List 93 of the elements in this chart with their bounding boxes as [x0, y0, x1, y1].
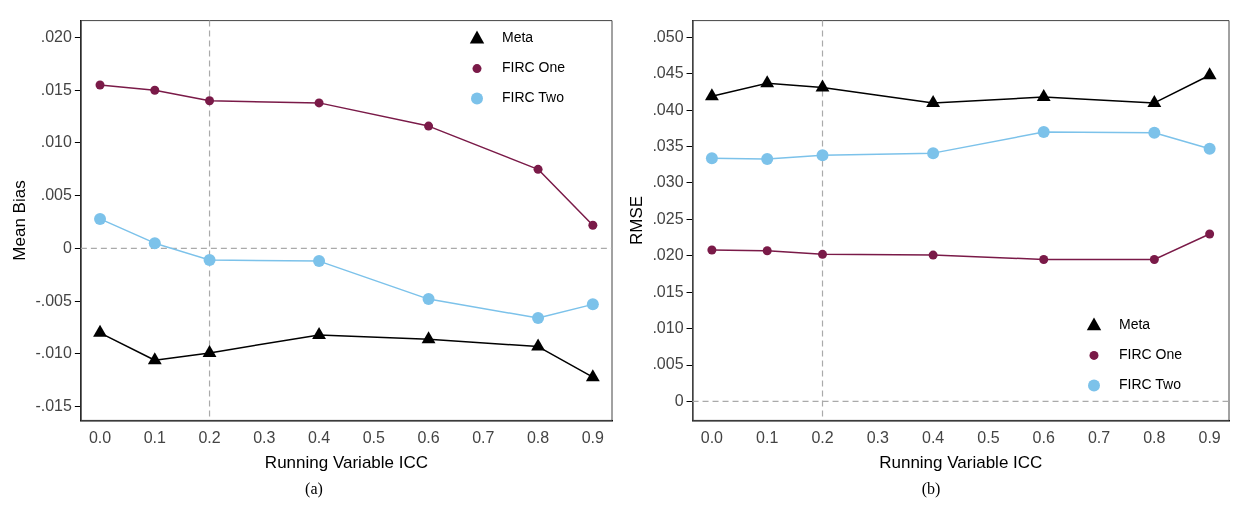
point	[95, 80, 105, 90]
legend-label: FIRC One	[1119, 346, 1183, 363]
point	[1149, 254, 1159, 264]
y-tick-label: .025	[652, 209, 684, 227]
point	[205, 96, 215, 106]
legend-label: Meta	[1119, 316, 1151, 333]
point	[815, 79, 830, 92]
x-tick-label: 0.2	[811, 429, 834, 447]
point	[1202, 67, 1217, 80]
y-tick-label: .045	[652, 64, 684, 82]
point	[1036, 89, 1051, 102]
y-tick-label: .020	[40, 27, 72, 45]
point	[94, 212, 107, 225]
y-tick-label: -.005	[35, 291, 72, 309]
x-tick-label: 0.1	[143, 429, 167, 447]
point	[816, 149, 829, 162]
y-tick-label: .035	[652, 136, 684, 154]
legend-label: FIRC One	[502, 59, 566, 76]
point	[1148, 126, 1161, 139]
point	[424, 121, 434, 131]
point	[818, 249, 828, 259]
x-tick-label: 0.6	[417, 429, 440, 447]
x-tick-label: 0.0	[700, 429, 724, 447]
point	[1205, 229, 1215, 239]
x-tick-label: 0.7	[1087, 429, 1111, 447]
point	[312, 326, 326, 339]
x-tick-label: 0.2	[198, 429, 221, 447]
x-tick-label: 0.9	[581, 429, 605, 447]
point	[588, 220, 598, 230]
point	[148, 237, 161, 250]
y-tick-label: .050	[652, 27, 684, 45]
point	[422, 293, 435, 306]
point	[762, 246, 772, 256]
point	[761, 152, 774, 165]
y-tick-label: .005	[652, 355, 684, 373]
point	[147, 352, 162, 365]
y-tick-label: .015	[652, 282, 684, 300]
point	[704, 88, 719, 101]
x-tick-label: 0.5	[362, 429, 386, 447]
point	[1203, 142, 1216, 155]
point	[586, 298, 599, 311]
y-tick-label: .010	[652, 319, 684, 337]
legend-label: Meta	[502, 29, 534, 46]
legend-label: FIRC Two	[1119, 376, 1182, 393]
point	[150, 85, 160, 95]
x-tick-label: 0.3	[866, 429, 890, 447]
x-tick-label: 0.7	[472, 429, 495, 447]
point	[927, 147, 940, 160]
x-tick-label: 0.8	[526, 429, 550, 447]
x-tick-label: 0.1	[756, 429, 779, 447]
point	[93, 324, 107, 337]
point	[313, 255, 326, 268]
point	[585, 369, 600, 382]
y-tick-label: .040	[652, 100, 684, 118]
x-tick-label: 0.3	[253, 429, 276, 447]
legend-label: FIRC Two	[502, 89, 565, 106]
point	[202, 344, 217, 357]
y-tick-label: -.015	[35, 397, 72, 415]
y-tick-label: .005	[40, 186, 72, 204]
point	[705, 152, 718, 165]
x-tick-label: 0.4	[307, 429, 331, 447]
x-tick-label: 0.9	[1198, 429, 1221, 447]
point	[928, 250, 938, 260]
y-tick-label: .015	[40, 80, 72, 98]
x-axis-title: Running Variable ICC	[264, 453, 429, 473]
x-tick-label: 0.4	[921, 429, 945, 447]
x-axis-title: Running Variable ICC	[879, 453, 1043, 473]
point	[203, 254, 216, 267]
point	[1039, 254, 1049, 264]
y-tick-label: .020	[652, 246, 684, 264]
y-axis-title: Mean Bias	[9, 180, 29, 261]
point	[531, 338, 546, 351]
x-tick-label: 0.8	[1143, 429, 1166, 447]
y-tick-label: 0	[62, 238, 72, 256]
point	[1037, 126, 1050, 139]
point	[532, 312, 545, 325]
y-axis-title: RMSE	[626, 195, 646, 246]
point	[760, 75, 775, 88]
y-tick-label: .030	[652, 173, 684, 191]
x-tick-label: 0.0	[88, 429, 112, 447]
point	[421, 331, 436, 344]
point	[707, 245, 717, 255]
y-tick-label: .010	[40, 133, 72, 151]
x-tick-label: 0.6	[1032, 429, 1055, 447]
text: (b)	[920, 480, 942, 498]
point	[926, 94, 941, 107]
point	[314, 98, 324, 108]
point	[533, 164, 543, 174]
text: (a)	[304, 480, 324, 498]
point	[1147, 94, 1162, 107]
y-tick-label: -.010	[35, 344, 72, 362]
y-tick-label: 0	[674, 391, 684, 409]
x-tick-label: 0.5	[977, 429, 1000, 447]
